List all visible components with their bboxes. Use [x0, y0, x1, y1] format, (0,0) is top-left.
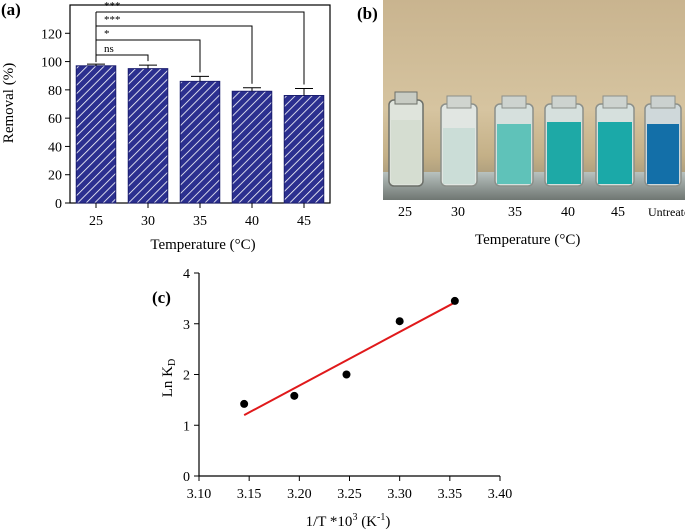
chart-c-data-point-1: [240, 399, 249, 408]
chart-c-x-tick-label: 3.35: [438, 487, 463, 502]
chart-c-y-tick-label: 0: [183, 470, 190, 485]
vial-25: [388, 91, 424, 187]
chart-c-x-tick-label: 3.10: [187, 487, 212, 502]
chart-c-x-tick-label: 3.15: [237, 487, 262, 502]
chart-c-data-point-4: [395, 317, 404, 326]
vials-photo: [383, 0, 685, 200]
chart-a-significance-label-45: ***: [104, 0, 121, 12]
vials-photo-drawing: [383, 0, 685, 200]
panel-label-a: (a): [1, 0, 21, 19]
chart-a-y-tick-label: 120: [41, 27, 62, 42]
chart-a-significance-bracket-35: [96, 39, 201, 73]
chart-c-data-point-3: [342, 370, 351, 379]
chart-c-x-axis-title: 1/T *103 (K-1): [306, 512, 391, 530]
chart-c-y-tick-label: 4: [183, 267, 190, 282]
panel-label-c: (c): [152, 288, 171, 307]
chart-a-y-tick-label: 20: [48, 169, 62, 184]
chart-a-bar-35: [179, 80, 221, 204]
chart-a-significance-bracket-40: [96, 25, 253, 84]
chart-c-data-point-5: [450, 296, 459, 305]
vial-30: [440, 95, 478, 187]
vial-label-30: 30: [451, 205, 465, 220]
chart-a-x-tick-label: 45: [297, 214, 311, 229]
chart-a-significance-bracket-30: [96, 54, 149, 62]
chart-a-significance-label-40: ***: [104, 14, 121, 26]
chart-a-y-tick-label: 100: [41, 56, 62, 71]
vial-untreated: [644, 95, 682, 187]
vial-label-45: 45: [611, 205, 625, 220]
chart-c-y-axis-title: Ln KD: [160, 359, 178, 397]
chart-c-y-tick-label: 1: [183, 419, 190, 434]
chart-a-y-tick-label: 40: [48, 140, 62, 155]
vial-40: [544, 95, 584, 187]
chart-a-significance-bracket-45: [96, 11, 305, 85]
chart-a-y-tick-label: 80: [48, 84, 62, 99]
chart-a-significance-label-30: ns: [104, 43, 114, 55]
vial-label-40: 40: [561, 205, 575, 220]
chart-a-x-tick-label: 35: [193, 214, 207, 229]
chart-a-bar-30: [127, 68, 169, 204]
chart-a-significance-label-35: *: [104, 28, 110, 40]
vial-label-untreated: Untreated: [648, 205, 685, 219]
chart-a-x-tick-label: 30: [141, 214, 155, 229]
chart-a-x-axis-title: Temperature (°C): [150, 237, 255, 253]
panel-label-b: (b): [357, 4, 378, 23]
chart-c-x-tick-label: 3.25: [337, 487, 362, 502]
vial-label-25: 25: [398, 205, 412, 220]
photo-x-axis-title: Temperature (°C): [475, 232, 581, 248]
chart-c-fit-line: [243, 301, 456, 416]
vial-45: [595, 95, 635, 187]
chart-c-x-tick-label: 3.20: [287, 487, 312, 502]
chart-a-x-tick-label: 40: [245, 214, 259, 229]
chart-c-y-tick-label: 2: [183, 369, 190, 384]
vial-label-35: 35: [508, 205, 522, 220]
chart-c-y-tick-label: 3: [183, 318, 190, 333]
chart-c-x-tick-label: 3.40: [488, 487, 513, 502]
chart-a-bar-25: [75, 65, 117, 204]
chart-a-y-axis-title: Removal (%): [1, 63, 17, 143]
chart-a-x-tick-label: 25: [89, 214, 103, 229]
vial-35: [494, 95, 534, 187]
chart-c-x-tick-label: 3.30: [387, 487, 412, 502]
chart-a-bar-40: [231, 90, 273, 204]
chart-a-y-tick-label: 0: [55, 197, 62, 212]
chart-a-bar-45: [283, 95, 325, 204]
chart-c-axes: [198, 273, 500, 477]
chart-a-y-tick-label: 60: [48, 112, 62, 127]
chart-c-data-point-2: [290, 391, 299, 400]
